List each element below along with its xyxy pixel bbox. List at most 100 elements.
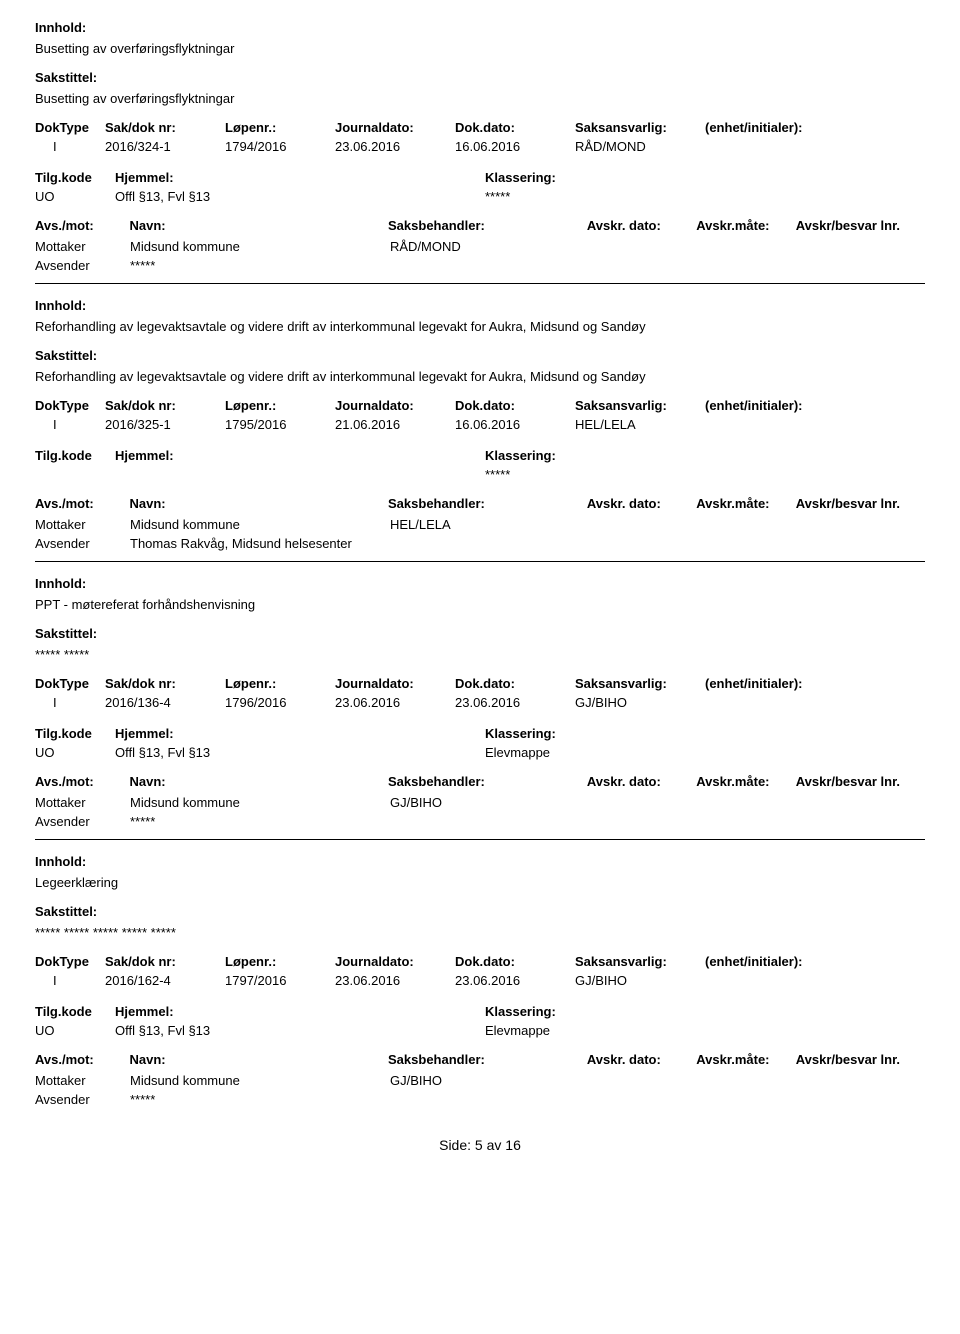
avsmot-header-row: Avs./mot: Navn: Saksbehandler: Avskr. da… (35, 218, 925, 233)
avsender-value: ***** (130, 258, 390, 273)
avbesvar-header: Avskr/besvar lnr. (796, 496, 925, 511)
jdato-value: 23.06.2016 (335, 973, 455, 988)
hjemmel-header: Hjemmel: (115, 726, 485, 741)
lopenr-value: 1794/2016 (225, 139, 335, 154)
saks-value: RÅD/MOND (575, 139, 705, 154)
enhet-header: (enhet/initialer): (705, 954, 865, 969)
avsender-label: Avsender (35, 258, 130, 273)
sb-header: Saksbehandler: (388, 1052, 587, 1067)
hjemmel-header: Hjemmel: (115, 170, 485, 185)
doktype-value: I (35, 973, 105, 988)
sakdok-header: Sak/dok nr: (105, 398, 225, 413)
klassering-header: Klassering: (485, 1004, 685, 1019)
avsmot-header-row: Avs./mot: Navn: Saksbehandler: Avskr. da… (35, 774, 925, 789)
avsender-row: Avsender Thomas Rakvåg, Midsund helsesen… (35, 536, 925, 551)
saksbehandler-value: HEL/LELA (390, 517, 590, 532)
sakdok-value: 2016/162-4 (105, 973, 225, 988)
saks-header: Saksansvarlig: (575, 954, 705, 969)
klassering-header: Klassering: (485, 726, 685, 741)
hjemmel-header: Hjemmel: (115, 1004, 485, 1019)
footer-sep: av (487, 1137, 502, 1153)
avsender-label: Avsender (35, 814, 130, 829)
tilgkode-value: UO (35, 189, 115, 204)
entry-divider (35, 839, 925, 840)
doktype-header: DokType (35, 954, 105, 969)
avsender-value: ***** (130, 1092, 390, 1107)
journal-entry: Innhold: Busetting av overføringsflyktni… (35, 20, 925, 273)
tilg-header-row: Tilg.kode Hjemmel: Klassering: (35, 726, 925, 741)
ddato-value: 16.06.2016 (455, 139, 575, 154)
avsmot-header: Avs./mot: (35, 218, 129, 233)
tilg-header-row: Tilg.kode Hjemmel: Klassering: (35, 170, 925, 185)
tilgkode-header: Tilg.kode (35, 1004, 115, 1019)
entries-container: Innhold: Busetting av overføringsflyktni… (35, 20, 925, 1107)
avsender-row: Avsender ***** (35, 814, 925, 829)
mottaker-row: Mottaker Midsund kommune RÅD/MOND (35, 239, 925, 254)
klassering-value: ***** (485, 467, 685, 482)
mottaker-row: Mottaker Midsund kommune GJ/BIHO (35, 795, 925, 810)
avsmot-header: Avs./mot: (35, 774, 129, 789)
lopenr-header: Løpenr.: (225, 676, 335, 691)
navn-header: Navn: (129, 1052, 388, 1067)
sakstittel-label: Sakstittel: (35, 348, 925, 363)
sakstittel-value: ***** ***** (35, 647, 925, 662)
saksbehandler-value: GJ/BIHO (390, 795, 590, 810)
avmate-header: Avskr.måte: (696, 774, 795, 789)
enhet-header: (enhet/initialer): (705, 676, 865, 691)
footer-prefix: Side: (439, 1137, 471, 1153)
tilg-values-row: ***** (35, 467, 925, 482)
enhet-header: (enhet/initialer): (705, 398, 865, 413)
avsender-value: Thomas Rakvåg, Midsund helsesenter (130, 536, 390, 551)
entry-divider (35, 561, 925, 562)
enhet-value (705, 417, 865, 432)
mottaker-label: Mottaker (35, 517, 130, 532)
sb-header: Saksbehandler: (388, 496, 587, 511)
tilgkode-value: UO (35, 1023, 115, 1038)
journal-entry: Innhold: PPT - møtereferat forhåndshenvi… (35, 576, 925, 829)
mottaker-value: Midsund kommune (130, 1073, 390, 1088)
klassering-value: Elevmappe (485, 745, 685, 760)
meta-values-row: I 2016/324-1 1794/2016 23.06.2016 16.06.… (35, 139, 925, 154)
hjemmel-value: Offl §13, Fvl §13 (115, 189, 485, 204)
innhold-value: Legeerklæring (35, 875, 925, 890)
avsmot-header: Avs./mot: (35, 1052, 129, 1067)
journal-entry: Innhold: Reforhandling av legevaktsavtal… (35, 298, 925, 551)
saksbehandler-value: GJ/BIHO (390, 1073, 590, 1088)
meta-header-row: DokType Sak/dok nr: Løpenr.: Journaldato… (35, 676, 925, 691)
sakstittel-label: Sakstittel: (35, 70, 925, 85)
jdato-value: 23.06.2016 (335, 695, 455, 710)
jdato-header: Journaldato: (335, 676, 455, 691)
klassering-value: Elevmappe (485, 1023, 685, 1038)
avsender-label: Avsender (35, 536, 130, 551)
meta-values-row: I 2016/162-4 1797/2016 23.06.2016 23.06.… (35, 973, 925, 988)
mottaker-label: Mottaker (35, 795, 130, 810)
jdato-value: 21.06.2016 (335, 417, 455, 432)
meta-header-row: DokType Sak/dok nr: Løpenr.: Journaldato… (35, 954, 925, 969)
klassering-header: Klassering: (485, 170, 685, 185)
doktype-header: DokType (35, 120, 105, 135)
doktype-header: DokType (35, 398, 105, 413)
sakstittel-value: Busetting av overføringsflyktningar (35, 91, 925, 106)
lopenr-header: Løpenr.: (225, 954, 335, 969)
ddato-header: Dok.dato: (455, 954, 575, 969)
hjemmel-value: Offl §13, Fvl §13 (115, 1023, 485, 1038)
lopenr-header: Løpenr.: (225, 120, 335, 135)
ddato-header: Dok.dato: (455, 398, 575, 413)
saksbehandler-value: RÅD/MOND (390, 239, 590, 254)
entry-divider (35, 283, 925, 284)
sakdok-header: Sak/dok nr: (105, 120, 225, 135)
avsmot-header: Avs./mot: (35, 496, 129, 511)
sakstittel-value: Reforhandling av legevaktsavtale og vide… (35, 369, 925, 384)
innhold-label: Innhold: (35, 20, 925, 35)
avsender-row: Avsender ***** (35, 258, 925, 273)
doktype-header: DokType (35, 676, 105, 691)
mottaker-value: Midsund kommune (130, 795, 390, 810)
saks-header: Saksansvarlig: (575, 120, 705, 135)
enhet-header: (enhet/initialer): (705, 120, 865, 135)
sakdok-value: 2016/324-1 (105, 139, 225, 154)
page-footer: Side: 5 av 16 (35, 1137, 925, 1153)
avsmot-header-row: Avs./mot: Navn: Saksbehandler: Avskr. da… (35, 1052, 925, 1067)
lopenr-value: 1796/2016 (225, 695, 335, 710)
enhet-value (705, 973, 865, 988)
avsender-label: Avsender (35, 1092, 130, 1107)
